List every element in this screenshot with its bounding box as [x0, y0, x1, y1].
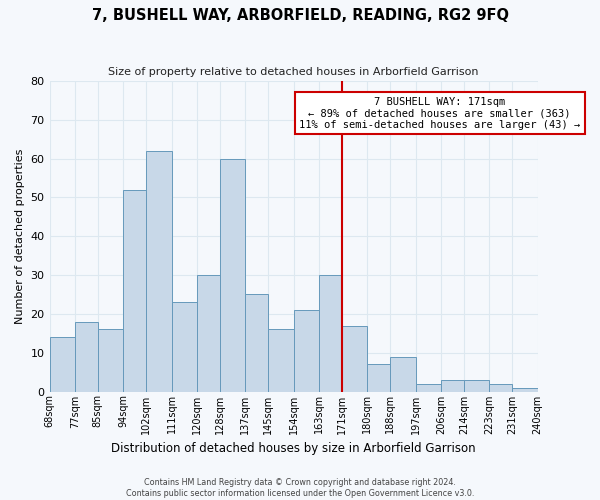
Text: 7, BUSHELL WAY, ARBORFIELD, READING, RG2 9FQ: 7, BUSHELL WAY, ARBORFIELD, READING, RG2…	[91, 8, 509, 22]
Bar	[146, 151, 172, 392]
Bar	[75, 322, 98, 392]
Bar	[197, 275, 220, 392]
Bar	[367, 364, 390, 392]
Bar	[390, 356, 416, 392]
Bar	[50, 337, 75, 392]
Bar	[172, 302, 197, 392]
Bar	[124, 190, 146, 392]
Bar	[441, 380, 464, 392]
Bar	[512, 388, 538, 392]
Bar	[464, 380, 490, 392]
Y-axis label: Number of detached properties: Number of detached properties	[15, 148, 25, 324]
Bar	[319, 275, 342, 392]
Title: Size of property relative to detached houses in Arborfield Garrison: Size of property relative to detached ho…	[109, 68, 479, 78]
X-axis label: Distribution of detached houses by size in Arborfield Garrison: Distribution of detached houses by size …	[111, 442, 476, 455]
Bar	[342, 326, 367, 392]
Bar	[268, 330, 293, 392]
Bar	[293, 310, 319, 392]
Bar	[245, 294, 268, 392]
Text: Contains HM Land Registry data © Crown copyright and database right 2024.
Contai: Contains HM Land Registry data © Crown c…	[126, 478, 474, 498]
Bar	[416, 384, 441, 392]
Bar	[490, 384, 512, 392]
Text: 7 BUSHELL WAY: 171sqm
← 89% of detached houses are smaller (363)
11% of semi-det: 7 BUSHELL WAY: 171sqm ← 89% of detached …	[299, 96, 580, 130]
Bar	[98, 330, 124, 392]
Bar	[220, 158, 245, 392]
